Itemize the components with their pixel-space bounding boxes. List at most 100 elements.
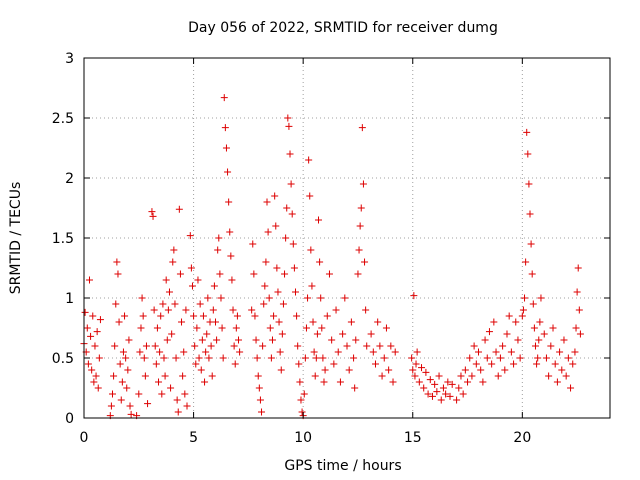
- data-point: [560, 336, 568, 344]
- data-point: [89, 312, 97, 320]
- data-point: [330, 360, 338, 368]
- data-point: [165, 288, 173, 296]
- data-point: [167, 384, 175, 392]
- axis-ticks: 0 5 10 15 20 0 0.5 1 1.5 2 2.5 3: [52, 51, 610, 446]
- data-point: [457, 372, 465, 380]
- data-point: [107, 402, 115, 410]
- x-tick-label: 15: [404, 430, 422, 446]
- data-point: [296, 378, 304, 386]
- data-point: [286, 150, 294, 158]
- data-point: [412, 360, 420, 368]
- data-point: [531, 342, 539, 350]
- data-point: [266, 324, 274, 332]
- data-point: [114, 270, 122, 278]
- data-point: [260, 300, 268, 308]
- data-point: [475, 348, 482, 356]
- data-point: [336, 378, 344, 386]
- data-point: [530, 324, 538, 332]
- data-point: [96, 316, 104, 324]
- data-point: [522, 258, 530, 266]
- data-point: [275, 318, 283, 326]
- data-point: [249, 240, 257, 248]
- data-point: [169, 258, 177, 266]
- x-tick-label: 5: [189, 430, 198, 446]
- data-point: [305, 156, 313, 164]
- data-point: [270, 312, 278, 320]
- data-point: [519, 306, 527, 314]
- data-point: [190, 312, 198, 320]
- data-point: [540, 330, 548, 338]
- data-point: [202, 348, 210, 356]
- data-point: [499, 342, 507, 350]
- data-point: [574, 264, 582, 272]
- data-point: [83, 324, 91, 332]
- data-point: [367, 330, 375, 338]
- data-point: [514, 336, 522, 344]
- data-point: [216, 270, 224, 278]
- data-point: [481, 336, 489, 344]
- data-point: [273, 264, 281, 272]
- data-point: [528, 270, 536, 278]
- data-point: [525, 180, 533, 188]
- data-point: [345, 366, 353, 374]
- data-point: [156, 348, 164, 356]
- data-point: [231, 360, 239, 368]
- data-point: [224, 168, 232, 176]
- data-point: [149, 212, 157, 220]
- data-point: [468, 372, 476, 380]
- data-point: [116, 360, 124, 368]
- data-point: [150, 306, 158, 314]
- data-point: [163, 336, 171, 344]
- data-point: [283, 204, 291, 212]
- data-point: [193, 324, 201, 332]
- data-point: [422, 368, 430, 376]
- data-point: [212, 318, 219, 326]
- data-point: [332, 306, 340, 314]
- data-point: [351, 384, 359, 392]
- data-point: [542, 354, 550, 362]
- data-point: [179, 372, 187, 380]
- data-point: [567, 384, 575, 392]
- y-tick-label: 2.5: [52, 111, 74, 127]
- x-tick-label: 10: [294, 430, 312, 446]
- data-point: [159, 300, 167, 308]
- x-tick-label: 0: [80, 430, 89, 446]
- x-axis-label: GPS time / hours: [284, 458, 401, 474]
- data-point: [291, 288, 299, 296]
- data-point: [191, 342, 199, 350]
- data-point: [526, 210, 534, 218]
- data-point: [418, 364, 426, 372]
- data-point: [278, 330, 286, 338]
- data-point: [361, 258, 369, 266]
- data-point: [479, 378, 487, 386]
- data-point: [173, 396, 181, 404]
- data-point: [136, 348, 144, 356]
- data-point: [117, 396, 125, 404]
- data-point: [537, 294, 545, 302]
- data-point: [408, 354, 416, 362]
- data-point: [446, 392, 454, 400]
- data-point: [161, 372, 169, 380]
- data-point: [358, 124, 366, 132]
- data-point: [225, 198, 233, 206]
- data-point: [228, 276, 236, 284]
- data-point: [380, 354, 388, 362]
- data-point: [318, 324, 326, 332]
- data-point: [282, 234, 290, 242]
- data-point: [518, 312, 526, 320]
- data-point: [359, 180, 367, 188]
- data-point: [262, 258, 270, 266]
- y-tick-label: 2: [65, 171, 74, 187]
- data-point: [119, 348, 127, 356]
- y-tick-label: 3: [65, 51, 74, 67]
- data-point: [94, 384, 102, 392]
- data-point: [123, 384, 131, 392]
- data-point: [256, 396, 264, 404]
- data-point: [409, 366, 417, 374]
- data-point: [575, 306, 583, 314]
- data-point: [188, 282, 196, 290]
- data-point: [289, 240, 297, 248]
- data-point: [347, 318, 355, 326]
- x-tick-label: 20: [513, 430, 531, 446]
- data-point: [153, 324, 161, 332]
